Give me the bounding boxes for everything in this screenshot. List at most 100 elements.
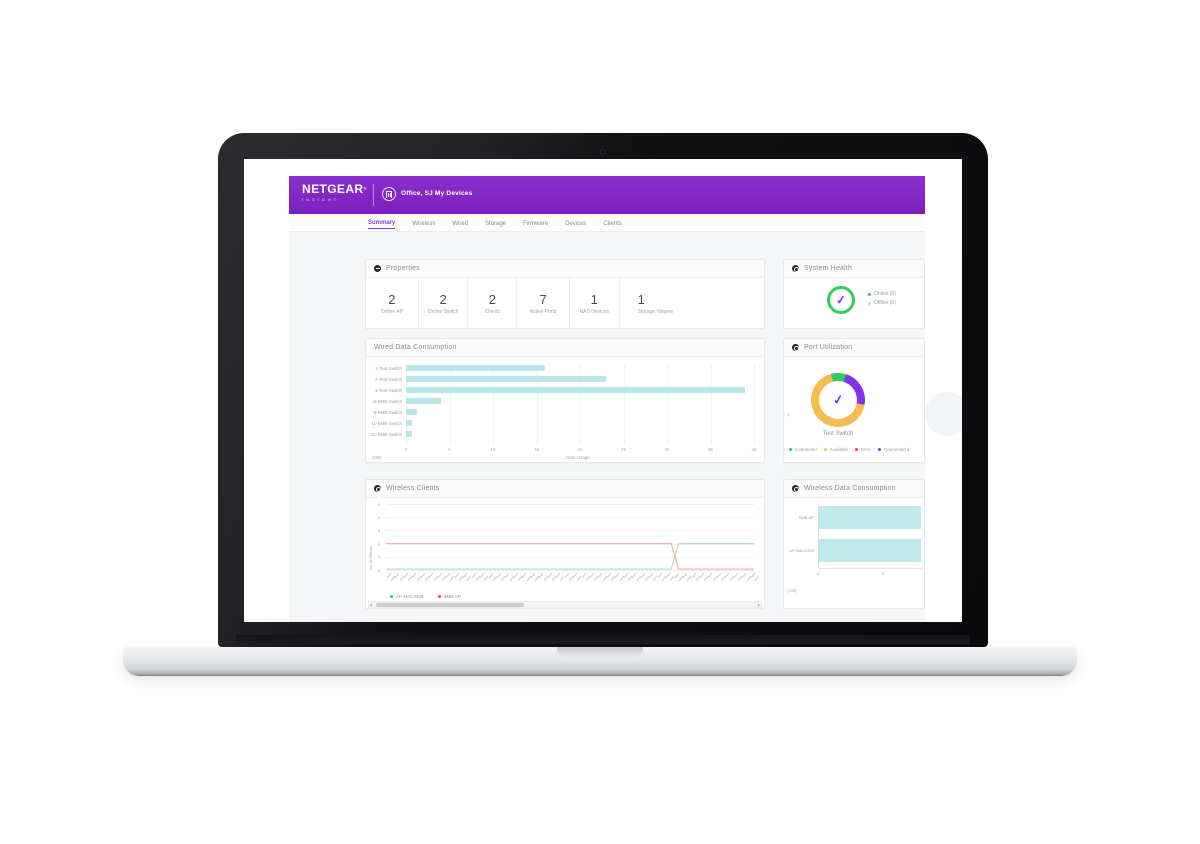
chevron-down-icon: ▾ [435,191,438,196]
x-tick-mark [420,572,426,579]
x-tick-mark [505,572,510,579]
x-tick-mark [674,572,679,579]
x-tick-mark [386,572,392,579]
category-label: 5-SMB-Switch [373,399,402,404]
scrollbar-left-arrow[interactable]: ◂ [370,602,373,607]
tab-firmware[interactable]: Firmware [523,220,549,227]
panel-title: Wireless Clients [386,485,440,492]
collapse-icon[interactable] [792,344,799,351]
insight-dashboard: NETGEAR® INSIGHT Office, SJ ▾ My Devices… [289,176,925,622]
carousel-prev-icon[interactable]: ‹ [787,409,790,419]
org-selector[interactable]: Office, SJ ▾ [401,190,438,197]
wireless-clients-panel: Wireless Clients No Of Clients 0 1 2 3 4 5 AP-M… [365,479,765,609]
bar [406,409,418,415]
wired-bar-chart: 0 5 10 15 20 25 30 35 40 1-Test-Switch 2-Test-Swit… [366,357,764,462]
legend-item[interactable]: AP-MAC2328 [390,594,424,599]
system-health-body: ✓ Online (5) Offline (0) [784,278,924,328]
x-tick-mark [581,572,586,579]
category-label: 3-Test-Switch [374,388,402,393]
x-tick-mark [555,572,561,579]
collapse-icon[interactable] [374,485,381,492]
x-tick-mark [429,572,434,579]
legend-item[interactable]: Error [854,447,871,452]
brand-subtitle: INSIGHT [302,197,340,202]
legend-item[interactable]: Available [823,447,848,452]
scrollbar-thumb[interactable] [376,603,524,607]
legend-item[interactable]: Connected a [877,447,910,452]
legend-dot [868,292,871,296]
x-tick-mark [657,572,662,579]
health-ok-icon: ✓ [827,286,855,314]
x-tick-mark [750,572,756,579]
stat-label: Online AP [380,309,403,315]
horizontal-scrollbar[interactable]: ◂ ▸ [368,601,762,608]
x-tick-label: 10 [490,447,496,452]
legend-dot [868,301,871,305]
system-health-panel: System Health ✓ Online (5) Offline (0) [783,259,925,329]
stat-cell: 2 Online Switch [419,278,469,328]
x-tick-mark [733,572,739,579]
legend-label: Offline (0) [874,300,896,306]
gridline [536,365,538,445]
x-tick-mark [462,572,468,579]
x-tick-mark [623,572,629,579]
stat-cell: 1 NAS Devices [570,278,620,328]
legend-dot [854,448,858,451]
x-tick-mark [496,572,502,579]
x-tick-mark [471,572,476,579]
tab-wired[interactable]: Wired [452,220,469,227]
x-tick-mark [454,572,459,579]
series-SMB-AP [386,543,754,570]
tab-devices[interactable]: Devices [565,220,587,227]
properties-header[interactable]: Properties [366,260,764,278]
wireless-clients-line-chart: No Of Clients 0 1 2 3 4 5 AP-MAC2328 SMB-AP ◂ ▸ [366,498,764,608]
properties-panel: Properties 2 Online AP 2 Online Switch 2 Clie… [365,259,765,329]
x-tick-mark [716,572,722,579]
tab-clients[interactable]: Clients [603,220,622,227]
x-tick-mark [632,572,637,579]
collapse-icon[interactable] [374,265,381,272]
collapse-icon[interactable] [792,485,799,492]
wireless-data-header[interactable]: Wireless Data Consumption [784,480,924,498]
panel-title: Port Utilization [804,344,853,351]
stat-label: Online Switch [427,309,459,315]
x-tick-label: 5 [448,447,451,452]
system-health-legend: Online (5) Offline (0) [868,291,896,306]
x-tick-mark [742,572,747,579]
x-axis-line [818,568,922,569]
tab-summary[interactable]: Summary [368,216,396,229]
legend-label: SMB-AP [443,594,461,599]
port-utilization-header[interactable]: Port Utilization [784,339,924,357]
legend-item[interactable]: SMB-AP [437,594,461,599]
legend-dot [437,595,441,598]
y-tick-label: 1 [378,554,381,560]
legend-label: Connected [795,447,817,452]
bar [406,365,546,371]
y-tick-label: 2 [378,541,381,547]
x-tick-mark [412,572,417,579]
bar [406,420,413,426]
panel-title: System Health [804,265,853,272]
x-tick-label: 40 [751,447,757,452]
y-tick-label: 0 [378,567,381,573]
x-tick-label: 20 [577,447,583,452]
x-tick-label: 15 [533,447,540,452]
app-header: NETGEAR® INSIGHT Office, SJ ▾ My Devices [289,176,925,214]
gridline [386,517,754,519]
collapse-icon[interactable] [792,265,799,272]
stat-label: Active Ports [529,309,557,315]
category-label: 2-Test-Switch [374,377,402,382]
carousel-next-button[interactable] [925,392,962,436]
legend-item[interactable]: Connected [789,447,817,452]
stat-cell: 2 Clients [468,278,518,328]
panel-title: Wireless Data Consumption [804,485,896,492]
gridline [623,365,625,445]
my-devices-link[interactable]: My Devices [435,190,473,197]
scrollbar-right-arrow[interactable]: ▸ [757,602,760,607]
system-health-header[interactable]: System Health [784,260,924,278]
tab-wireless[interactable]: Wireless [412,220,436,227]
wireless-clients-header[interactable]: Wireless Clients [366,480,764,498]
legend-dot [877,448,881,451]
tab-storage[interactable]: Storage [485,220,507,227]
series-AP-MAC2328 [386,543,754,570]
